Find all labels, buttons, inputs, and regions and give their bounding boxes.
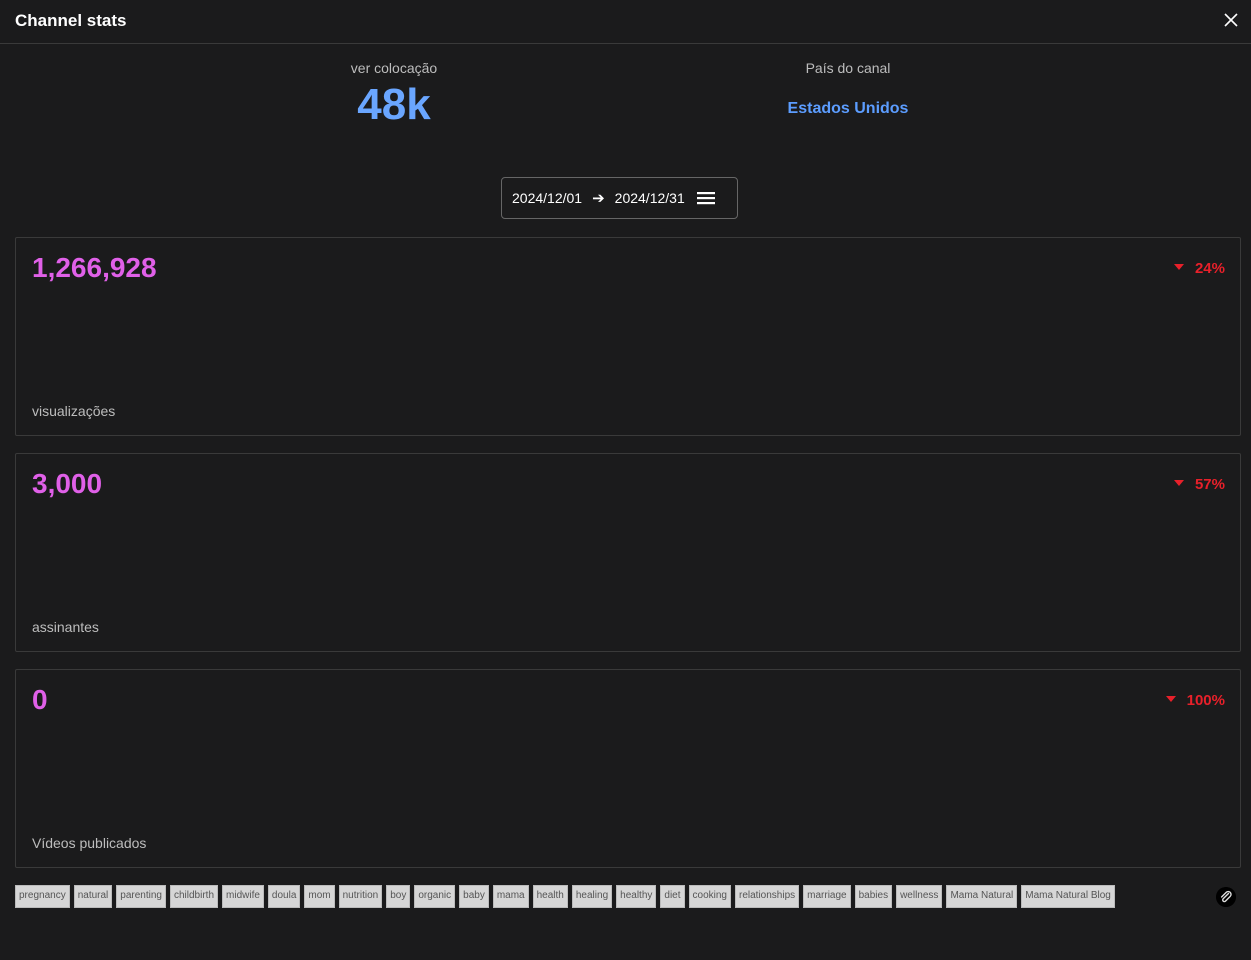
modal-header: Channel stats xyxy=(0,0,1251,44)
views-change-value: 24% xyxy=(1194,260,1225,277)
videos-chart xyxy=(16,670,1242,869)
hamburger-menu-icon[interactable] xyxy=(696,191,715,205)
tag-chip[interactable]: healing xyxy=(571,885,613,908)
tag-chip[interactable]: relationships xyxy=(734,885,800,908)
views-card: 1,266,928 24% visualizações xyxy=(15,237,1241,436)
tag-chip[interactable]: organic xyxy=(414,885,456,908)
tag-chip[interactable]: diet xyxy=(660,885,685,908)
videos-card: 0 100% Vídeos publicados xyxy=(15,669,1241,868)
tag-chip[interactable]: Mama Natural Blog xyxy=(1021,885,1115,908)
views-label: visualizações xyxy=(32,403,116,419)
rank-value: 48k xyxy=(357,80,431,129)
tag-chip[interactable]: health xyxy=(532,885,568,908)
videos-label: Vídeos publicados xyxy=(32,835,147,851)
end-date[interactable]: 2024/12/31 xyxy=(614,190,685,206)
close-icon[interactable] xyxy=(1221,10,1241,30)
country-label: País do canal xyxy=(805,60,891,76)
videos-change: 100% xyxy=(1165,692,1225,709)
country-stat: País do canal Estados Unidos xyxy=(698,60,998,118)
modal-title: Channel stats xyxy=(15,11,127,30)
tag-chip[interactable]: boy xyxy=(386,885,411,908)
caret-down-icon xyxy=(1173,264,1184,270)
subscribers-card: 3,000 57% assinantes xyxy=(15,453,1241,652)
videos-value: 0 xyxy=(32,684,48,715)
videos-change-value: 100% xyxy=(1186,692,1225,709)
arrow-right-icon: ➔ xyxy=(592,190,605,207)
tag-chip[interactable]: midwife xyxy=(222,885,264,908)
tag-chip[interactable]: wellness xyxy=(896,885,943,908)
tag-chip[interactable]: baby xyxy=(459,885,489,908)
rank-stat: ver colocação 48k xyxy=(244,60,544,130)
tag-chip[interactable]: Mama Natural xyxy=(946,885,1018,908)
tag-chip[interactable]: parenting xyxy=(116,885,166,908)
paperclip-icon[interactable] xyxy=(1216,887,1236,907)
tag-chip[interactable]: doula xyxy=(267,885,301,908)
rank-label: ver colocação xyxy=(350,60,438,76)
subscribers-value: 3,000 xyxy=(32,468,103,499)
views-chart xyxy=(16,238,1242,437)
tag-chip[interactable]: pregnancy xyxy=(15,885,70,908)
caret-down-icon xyxy=(1173,480,1184,486)
date-range-picker[interactable]: 2024/12/01 ➔ 2024/12/31 xyxy=(501,177,738,219)
views-change: 24% xyxy=(1173,260,1225,277)
subscribers-label: assinantes xyxy=(32,619,99,635)
tag-chip[interactable]: babies xyxy=(854,885,893,908)
tag-chip[interactable]: marriage xyxy=(803,885,851,908)
start-date[interactable]: 2024/12/01 xyxy=(512,190,583,206)
subscribers-change-value: 57% xyxy=(1194,476,1225,493)
tag-chip[interactable]: childbirth xyxy=(169,885,219,908)
tag-chip[interactable]: mom xyxy=(304,885,335,908)
tag-chip[interactable]: natural xyxy=(73,885,113,908)
tag-list: pregnancy natural parenting childbirth midwi… xyxy=(15,885,1155,908)
tag-chip[interactable]: cooking xyxy=(688,885,731,908)
subscribers-change: 57% xyxy=(1173,476,1225,493)
tag-chip[interactable]: nutrition xyxy=(338,885,383,908)
caret-down-icon xyxy=(1165,696,1176,702)
views-value: 1,266,928 xyxy=(32,252,157,283)
tag-chip[interactable]: healthy xyxy=(616,885,657,908)
subscribers-chart xyxy=(16,454,1242,653)
tag-chip[interactable]: mama xyxy=(492,885,529,908)
country-link[interactable]: Estados Unidos xyxy=(787,100,909,117)
